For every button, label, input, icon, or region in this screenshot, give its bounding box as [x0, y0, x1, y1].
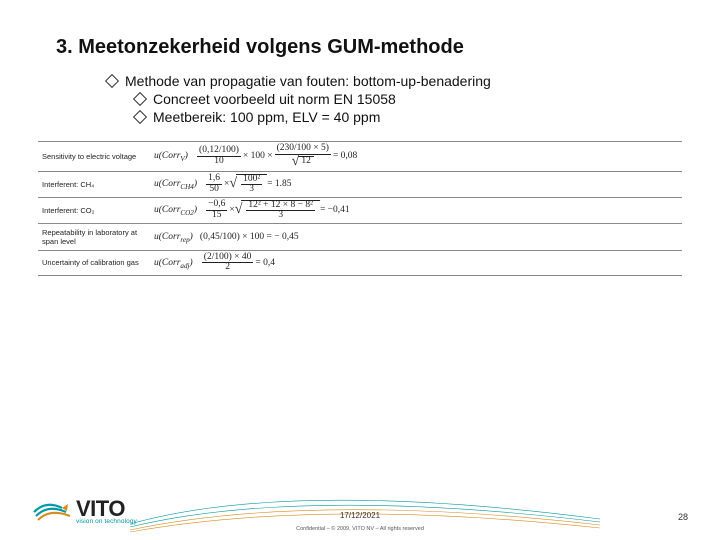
row-formula: u(Corradj) (2/100) × 402 = 0,4 [150, 251, 682, 275]
row-label: Interferent: CO₂ [38, 198, 150, 223]
formula-table: Sensitivity to electric voltage u(CorrV)… [38, 141, 682, 276]
row-label: Sensitivity to electric voltage [38, 142, 150, 171]
bullet-level2: Meetbereik: 100 ppm, ELV = 40 ppm [134, 109, 682, 125]
row-label: Repeatability in laboratory at span leve… [38, 224, 150, 250]
logo-mark-icon [32, 494, 74, 530]
bullet-text: Meetbereik: 100 ppm, ELV = 40 ppm [153, 109, 380, 125]
table-row: Interferent: CO₂ u(CorrCO2) −0,615 × 12²… [38, 197, 682, 223]
slide-title: 3. Meetonzekerheid volgens GUM-methode [56, 36, 682, 59]
footer-confidential: Confidential – © 2009, VITO NV – All rig… [296, 526, 424, 532]
logo-tagline: vision on technology [76, 518, 137, 525]
table-row: Interferent: CH₄ u(CorrCH4) 1,650 × 100²… [38, 171, 682, 197]
diamond-icon [106, 76, 117, 87]
slide-footer: VITO vision on technology 17/12/2021 Con… [0, 480, 720, 540]
bullet-list: Methode van propagatie van fouten: botto… [106, 73, 682, 125]
bullet-text: Methode van propagatie van fouten: botto… [125, 73, 491, 89]
bullet-level2: Concreet voorbeeld uit norm EN 15058 [134, 91, 682, 107]
vito-logo: VITO vision on technology [32, 494, 137, 530]
row-formula: u(Corrrep) (0,45/100) × 100 = − 0,45 [150, 224, 682, 250]
bullet-level1: Methode van propagatie van fouten: botto… [106, 73, 682, 89]
diamond-icon [134, 112, 145, 123]
row-formula: u(CorrCH4) 1,650 × 100²3 = 1.85 [150, 172, 682, 197]
logo-text: VITO [76, 499, 137, 519]
diamond-icon [134, 94, 145, 105]
table-row: Repeatability in laboratory at span leve… [38, 223, 682, 250]
row-formula: u(CorrV) (0,12/100)10 × 100 × (230/100 ×… [150, 142, 682, 171]
row-label: Interferent: CH₄ [38, 172, 150, 197]
table-row: Uncertainty of calibration gas u(Corradj… [38, 250, 682, 276]
footer-date: 17/12/2021 [340, 511, 380, 520]
bullet-text: Concreet voorbeeld uit norm EN 15058 [153, 91, 396, 107]
table-row: Sensitivity to electric voltage u(CorrV)… [38, 141, 682, 171]
row-formula: u(CorrCO2) −0,615 × 12² + 12 × 8 − 8²3 =… [150, 198, 682, 223]
page-number: 28 [678, 512, 688, 522]
row-label: Uncertainty of calibration gas [38, 251, 150, 275]
